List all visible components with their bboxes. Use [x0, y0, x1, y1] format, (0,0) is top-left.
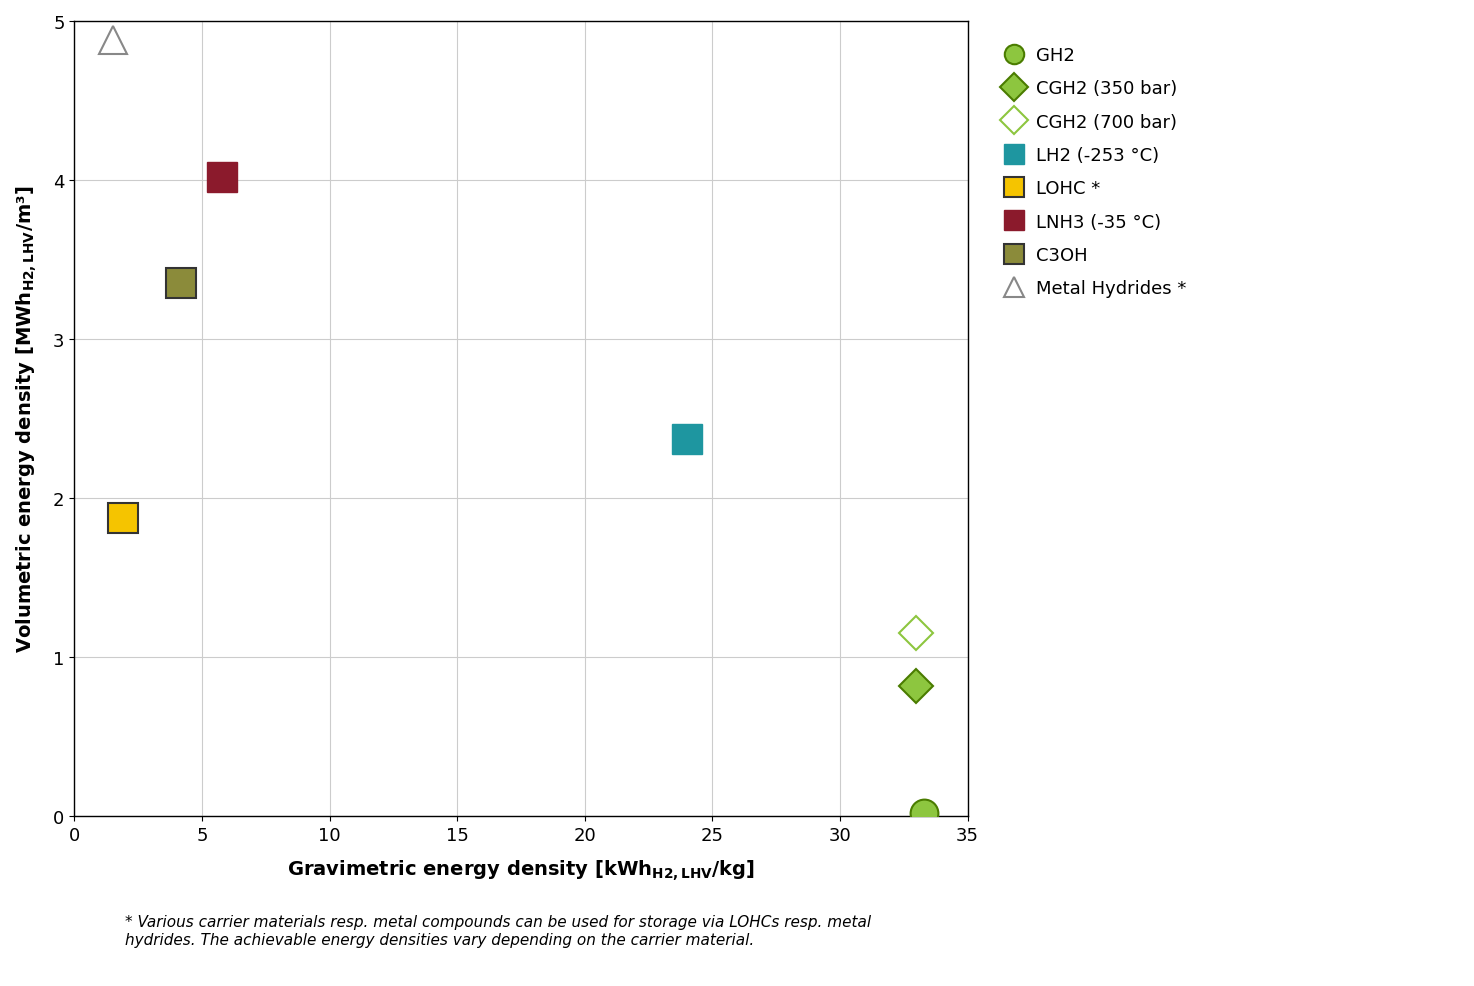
Text: * Various carrier materials resp. metal compounds can be used for storage via LO: * Various carrier materials resp. metal … — [125, 914, 871, 947]
X-axis label: Gravimetric energy density [kWh$_\mathregular{H2,LHV}$/kg]: Gravimetric energy density [kWh$_\mathre… — [287, 858, 755, 882]
Y-axis label: Volumetric energy density [MWh$_\mathregular{H2,LHV}$/m³]: Volumetric energy density [MWh$_\mathreg… — [15, 185, 40, 653]
Legend: GH2, CGH2 (350 bar), CGH2 (700 bar), LH2 (-253 °C), LOHC *, LNH3 (-35 °C), C3OH,: GH2, CGH2 (350 bar), CGH2 (700 bar), LH2… — [1004, 47, 1187, 298]
